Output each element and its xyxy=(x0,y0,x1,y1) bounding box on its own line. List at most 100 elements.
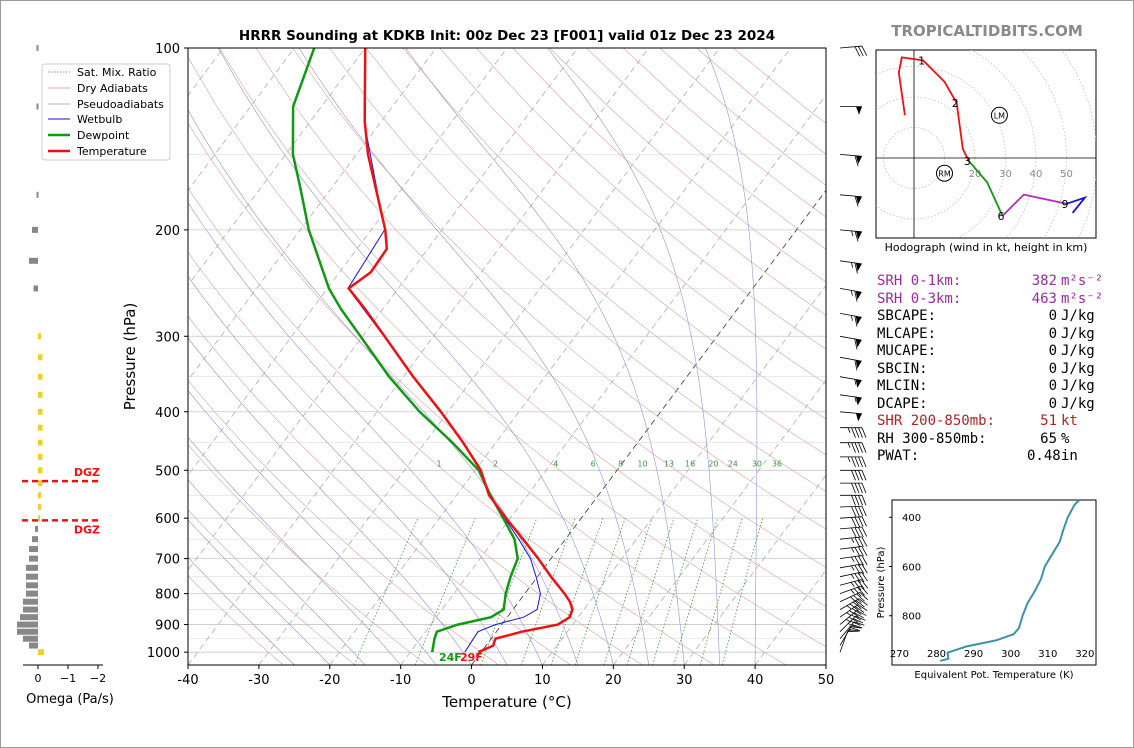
wind-barb xyxy=(839,516,867,528)
wind-barb-staff xyxy=(839,621,855,639)
wind-barb-half-flag xyxy=(850,315,853,321)
y-tick-label: 100 xyxy=(155,42,180,57)
wind-barb-flag xyxy=(854,456,860,468)
wind-barb-flag xyxy=(861,563,868,574)
wind-barb-half-flag xyxy=(851,230,854,237)
wind-barb-flag xyxy=(861,546,868,557)
dry-adiabat xyxy=(188,187,715,665)
wind-barb-half-flag xyxy=(851,556,855,562)
wind-barb-staff xyxy=(839,288,862,293)
index-label: SBCAPE: xyxy=(877,308,937,324)
wind-barb xyxy=(839,194,862,207)
wind-barb xyxy=(839,154,862,167)
wind-barb-flag xyxy=(861,427,867,438)
mixing-ratio-line xyxy=(673,518,718,665)
wind-barb-half-flag xyxy=(850,589,855,594)
wind-barb-flag xyxy=(858,598,868,606)
index-unit: kt xyxy=(1061,413,1078,429)
mixing-ratio-label: 30 xyxy=(752,459,762,468)
mixing-ratio-line xyxy=(353,518,419,665)
wind-barb-flag xyxy=(849,603,859,611)
legend-label-wetbulb: Wetbulb xyxy=(77,113,122,126)
dry-adiabat xyxy=(329,48,826,492)
index-value: 51 xyxy=(1040,413,1057,429)
wind-barb xyxy=(839,598,868,611)
wind-barb-staff xyxy=(839,229,862,233)
hodo-ring-label: 30 xyxy=(999,169,1012,180)
wind-barb-flag xyxy=(849,610,859,617)
skewt-axes-frame xyxy=(187,47,827,666)
wind-barb-staff xyxy=(839,356,862,362)
wind-barb xyxy=(839,505,867,517)
wind-barb-flag xyxy=(849,629,860,632)
surface-temperature-label: 29F xyxy=(460,651,483,664)
wind-barbs xyxy=(839,45,869,653)
wind-barb xyxy=(839,621,865,639)
wind-barb-flag xyxy=(858,427,863,438)
wind-barb-flag xyxy=(854,46,861,57)
wind-barb xyxy=(839,604,868,618)
dry-adiabat xyxy=(439,48,826,385)
theta-e-x-tick-label: 290 xyxy=(964,649,983,660)
wind-barb-staff xyxy=(839,536,862,540)
y-tick-label: 200 xyxy=(155,224,180,239)
index-unit: J/kg xyxy=(1061,308,1095,324)
mixing-ratio-line xyxy=(414,518,476,665)
omega-bar xyxy=(35,525,38,532)
wind-barb xyxy=(839,536,868,548)
index-unit: J/kg xyxy=(1061,395,1095,412)
theta-e-frame xyxy=(891,499,1097,666)
mixing-ratio-label: 8 xyxy=(618,459,623,468)
isotherm xyxy=(188,48,295,192)
wind-barb-pennant xyxy=(855,196,862,205)
wind-barb-flag xyxy=(858,516,864,527)
wind-barb xyxy=(839,555,868,567)
omega-bar xyxy=(38,391,43,398)
wind-barb-staff xyxy=(839,585,861,594)
wind-barb-pennant xyxy=(855,339,862,348)
wind-barb-flag xyxy=(854,495,860,506)
hodo-trace xyxy=(1066,195,1088,214)
pseudoadiabat xyxy=(405,48,685,665)
wind-barb-flag xyxy=(854,482,860,494)
wind-barb-flag xyxy=(858,482,863,494)
wind-barb-half-flag xyxy=(847,629,853,632)
pseudoadiabat xyxy=(188,519,330,665)
dry-adiabat xyxy=(188,251,643,665)
wind-barb xyxy=(840,427,867,438)
legend-label-temperature: Temperature xyxy=(76,145,147,158)
skewt-plot: 1 2 4 6 8 10 13 16 20 24 30 36-40 -30 -20 -10 0 10 20 30 40… xyxy=(121,42,869,711)
wind-barb-flag xyxy=(861,536,868,547)
dry-adiabat xyxy=(188,575,284,665)
index-label: SBCIN: xyxy=(877,360,928,377)
dgz-label: DGZ xyxy=(74,466,100,479)
omega-bar xyxy=(38,424,43,431)
wind-barb-staff xyxy=(839,604,859,618)
wind-barb-flag xyxy=(847,623,859,629)
omega-bar xyxy=(38,408,43,415)
wind-barb-staff xyxy=(839,579,862,586)
wind-barb-flag xyxy=(852,608,862,615)
wind-barb xyxy=(839,585,869,597)
omega-bar xyxy=(38,354,43,361)
omega-panel: 0 −1 −2 Omega (Pa/s) DGZ DGZ xyxy=(17,45,114,707)
index-unit: J/kg xyxy=(1061,360,1095,377)
wind-barb xyxy=(839,356,862,371)
index-value: 0 xyxy=(1048,378,1057,394)
omega-bar xyxy=(32,226,38,233)
pseudoadiabat xyxy=(188,436,401,665)
x-tick-label: -40 xyxy=(177,673,198,688)
x-tick-label: 30 xyxy=(676,673,693,688)
wind-barb-pennant xyxy=(855,397,862,406)
omega-bar xyxy=(17,628,38,635)
hodo-height-label: 6 xyxy=(997,210,1004,223)
wind-barb-half-flag xyxy=(851,537,855,543)
hodo-caption: Hodograph (wind in kt, height in km) xyxy=(885,241,1088,254)
wind-barb-flag xyxy=(852,601,862,610)
wind-barb-flag xyxy=(854,573,861,583)
wind-barb-flag xyxy=(854,470,860,481)
hodo-trace xyxy=(968,160,1004,217)
wind-barb-flag xyxy=(854,262,858,274)
wind-barb-flag xyxy=(857,572,865,583)
index-value: 0 xyxy=(1048,395,1057,412)
